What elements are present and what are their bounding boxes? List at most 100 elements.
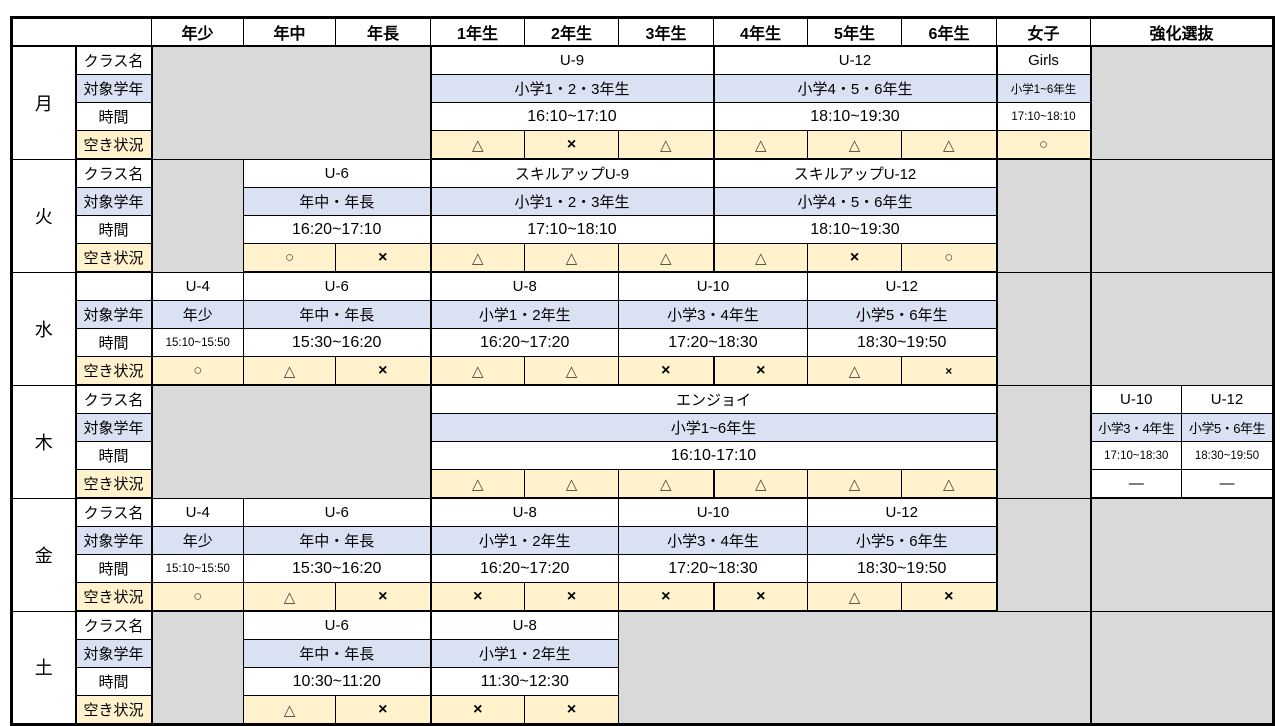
grade-mon-u12: 小学4・5・6年生 bbox=[713, 74, 998, 103]
avail-wed-grade1: △ bbox=[430, 356, 525, 386]
avail-fri-nensho: ○ bbox=[151, 582, 244, 612]
label-avail-sat: 空き状況 bbox=[75, 695, 153, 726]
class-name-mon-girls: Girls bbox=[996, 45, 1092, 75]
avail-thu-kyoka-u10: ― bbox=[1090, 469, 1182, 499]
sat-time-row: 時間 10:30~11:20 11:30~12:30 bbox=[12, 667, 1274, 696]
avail-tue-grade3: △ bbox=[618, 243, 715, 273]
wed-class-row: 水 U-4 U-6 U-8 U-10 U-12 bbox=[11, 271, 1274, 386]
col-header-grade6: 6年生 bbox=[901, 17, 997, 47]
grade-fri-u12: 小学5・6年生 bbox=[807, 526, 998, 555]
grade-fri-u4: 年少 bbox=[151, 526, 244, 555]
time-sat-u6: 10:30~11:20 bbox=[243, 667, 432, 696]
thu-class-row: 木 クラス名 エンジョイ U-10 U-12 bbox=[11, 384, 1274, 499]
time-fri-u4: 15:10~15:50 bbox=[151, 554, 244, 583]
mon-availability-row: 空き状況 △ × △ △ △ △ ○ bbox=[12, 130, 1274, 160]
avail-mon-grade6: △ bbox=[901, 130, 998, 160]
grade-thu-kyoka-u10: 小学3・4年生 bbox=[1090, 413, 1182, 442]
empty-cell-wed-kyoka bbox=[1090, 271, 1274, 386]
col-header-nenchu: 年中 bbox=[243, 17, 336, 47]
label-grade-sat: 対象学年 bbox=[75, 639, 153, 668]
avail-fri-grade6: × bbox=[901, 582, 998, 612]
empty-cell-mon-preschool bbox=[151, 45, 432, 160]
class-name-thu-kyoka-u10: U-10 bbox=[1090, 384, 1182, 414]
class-name-wed-u8: U-8 bbox=[430, 271, 619, 301]
avail-tue-grade5: × bbox=[807, 243, 902, 273]
col-header-grade5: 5年生 bbox=[807, 17, 902, 47]
header-row: 年少 年中 年長 1年生 2年生 3年生 4年生 5年生 6年生 女子 強化選抜 bbox=[11, 17, 1274, 47]
mon-time-row: 時間 16:10~17:10 18:10~19:30 17:10~18:10 bbox=[12, 102, 1274, 131]
grade-thu-kyoka-u12: 小学5・6年生 bbox=[1181, 413, 1274, 442]
col-header-grade1: 1年生 bbox=[430, 17, 525, 47]
avail-fri-grade2: × bbox=[524, 582, 619, 612]
avail-wed-nensho: ○ bbox=[151, 356, 244, 386]
time-fri-u6: 15:30~16:20 bbox=[243, 554, 432, 583]
empty-cell-tue-nensho bbox=[151, 158, 244, 273]
thu-grade-row: 対象学年 小学1~6年生 小学3・4年生 小学5・6年生 bbox=[12, 413, 1274, 442]
empty-cell-sat-kyoka bbox=[1090, 610, 1274, 725]
empty-cell-sat-nensho bbox=[151, 610, 244, 725]
label-time-thu: 時間 bbox=[75, 441, 153, 470]
grade-wed-u8: 小学1・2年生 bbox=[430, 300, 619, 329]
avail-mon-grade2: × bbox=[524, 130, 619, 160]
empty-cell-sat-right bbox=[618, 610, 1092, 725]
avail-mon-grade4: △ bbox=[713, 130, 808, 160]
time-wed-u8: 16:20~17:20 bbox=[430, 328, 619, 357]
empty-cell-mon-kyoka bbox=[1090, 45, 1274, 160]
empty-cell-fri-kyoka bbox=[1090, 497, 1274, 612]
time-thu-kyoka-u10: 17:10~18:30 bbox=[1090, 441, 1182, 470]
label-class-tue: クラス名 bbox=[75, 158, 153, 188]
grade-fri-u8: 小学1・2年生 bbox=[430, 526, 619, 555]
label-grade-fri: 対象学年 bbox=[75, 526, 153, 555]
class-name-wed-u6: U-6 bbox=[243, 271, 432, 301]
avail-fri-nenchu: △ bbox=[243, 582, 336, 612]
avail-tue-nenchu: ○ bbox=[243, 243, 336, 273]
avail-tue-grade2: △ bbox=[524, 243, 619, 273]
grade-mon-u9: 小学1・2・3年生 bbox=[430, 74, 715, 103]
day-cell-wed: 水 bbox=[11, 271, 77, 386]
mon-grade-row: 対象学年 小学1・2・3年生 小学4・5・6年生 小学1~6年生 bbox=[12, 74, 1274, 103]
day-cell-fri: 金 bbox=[11, 497, 77, 612]
avail-thu-grade5: △ bbox=[807, 469, 902, 499]
tue-class-row: 火 クラス名 U-6 スキルアップU-9 スキルアップU-12 bbox=[11, 158, 1274, 273]
label-time-wed: 時間 bbox=[75, 328, 153, 357]
empty-cell-tue-girls bbox=[996, 158, 1092, 273]
col-header-grade2: 2年生 bbox=[524, 17, 619, 47]
label-avail-fri: 空き状況 bbox=[75, 582, 153, 612]
grade-tue-skillup-u12: 小学4・5・6年生 bbox=[713, 187, 998, 216]
label-time-mon: 時間 bbox=[75, 102, 153, 131]
avail-wed-grade3: × bbox=[618, 356, 715, 386]
avail-thu-kyoka-u12: ― bbox=[1181, 469, 1274, 499]
grade-wed-u10: 小学3・4年生 bbox=[618, 300, 808, 329]
empty-cell-wed-girls bbox=[996, 271, 1092, 386]
avail-sat-grade2: × bbox=[524, 695, 619, 726]
class-name-fri-u6: U-6 bbox=[243, 497, 432, 527]
avail-sat-grade1: × bbox=[430, 695, 525, 726]
tue-time-row: 時間 16:20~17:10 17:10~18:10 18:10~19:30 bbox=[12, 215, 1274, 244]
grade-mon-girls: 小学1~6年生 bbox=[996, 74, 1092, 103]
avail-thu-grade4: △ bbox=[713, 469, 808, 499]
grade-thu-enjoy: 小学1~6年生 bbox=[430, 413, 998, 442]
day-cell-mon: 月 bbox=[11, 45, 77, 160]
label-class-sat: クラス名 bbox=[75, 610, 153, 640]
label-time-tue: 時間 bbox=[75, 215, 153, 244]
time-mon-u9: 16:10~17:10 bbox=[430, 102, 715, 131]
tue-grade-row: 対象学年 年中・年長 小学1・2・3年生 小学4・5・6年生 bbox=[12, 187, 1274, 216]
grade-wed-u6: 年中・年長 bbox=[243, 300, 432, 329]
avail-thu-grade3: △ bbox=[618, 469, 715, 499]
schedule-table: 年少 年中 年長 1年生 2年生 3年生 4年生 5年生 6年生 女子 強化選抜… bbox=[10, 16, 1275, 726]
col-header-grade4: 4年生 bbox=[713, 17, 808, 47]
fri-class-row: 金 クラス名 U-4 U-6 U-8 U-10 U-12 bbox=[11, 497, 1274, 612]
grade-fri-u6: 年中・年長 bbox=[243, 526, 432, 555]
label-class-wed bbox=[75, 271, 153, 301]
empty-cell-fri-girls bbox=[996, 497, 1092, 612]
avail-wed-nencho: × bbox=[335, 356, 432, 386]
time-tue-skillup-u12: 18:10~19:30 bbox=[713, 215, 998, 244]
label-time-sat: 時間 bbox=[75, 667, 153, 696]
avail-mon-grade3: △ bbox=[618, 130, 715, 160]
label-class-thu: クラス名 bbox=[75, 384, 153, 414]
tue-availability-row: 空き状況 ○ × △ △ △ △ × ○ bbox=[12, 243, 1274, 273]
avail-mon-girls: ○ bbox=[996, 130, 1092, 160]
time-thu-kyoka-u12: 18:30~19:50 bbox=[1181, 441, 1274, 470]
empty-cell-tue-kyoka bbox=[1090, 158, 1274, 273]
